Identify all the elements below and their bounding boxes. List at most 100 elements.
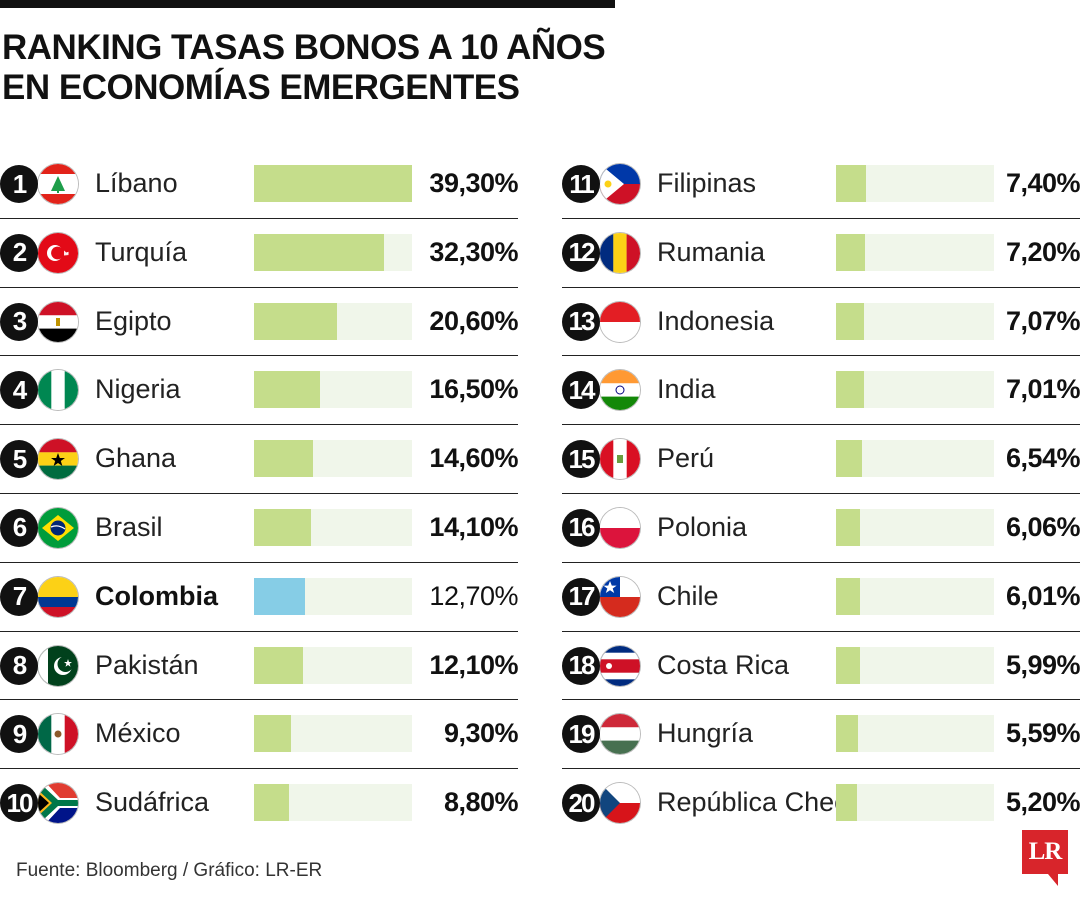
rank-badge: 2 xyxy=(0,233,38,272)
chart-title: RANKING TASAS BONOS A 10 AÑOS EN ECONOMÍ… xyxy=(2,28,606,108)
value-label: 7,20% xyxy=(1005,236,1080,267)
ranking-row: 19 Hungría 5,59% xyxy=(562,700,1080,770)
rank-badge: 5 xyxy=(0,440,38,479)
country-name: Nigeria xyxy=(95,374,181,405)
rank-badge: 12 xyxy=(562,233,600,272)
bar-track xyxy=(836,440,994,478)
rank-badge: 16 xyxy=(562,508,600,547)
country-name: Ghana xyxy=(95,443,177,474)
ranking-row: 11 Filipinas 7,40% xyxy=(562,150,1080,219)
ranking-row: 1 Líbano 39,30% xyxy=(0,150,518,219)
pakistan-flag-icon xyxy=(38,645,78,686)
ranking-row: 20 República Checa 5,20% xyxy=(562,769,1080,837)
bar-track xyxy=(254,233,412,271)
ranking-row: 5 Ghana 14,60% xyxy=(0,425,518,494)
ranking-row: 15 Perú 6,54% xyxy=(562,425,1080,494)
rank-badge: 6 xyxy=(0,508,38,547)
rank-badge: 1 xyxy=(0,165,38,203)
ranking-row: 7 Colombia 12,70% xyxy=(0,563,518,632)
value-label: 7,40% xyxy=(1005,168,1080,198)
chart-title-line-2: EN ECONOMÍAS EMERGENTES xyxy=(2,68,520,107)
ranking-row: 13 Indonesia 7,07% xyxy=(562,288,1080,357)
country-name: Indonesia xyxy=(657,305,775,336)
bar-track xyxy=(254,371,412,409)
bar xyxy=(836,440,863,478)
chart-title-line-1: RANKING TASAS BONOS A 10 AÑOS xyxy=(2,28,606,67)
south-africa-flag-icon xyxy=(38,783,78,824)
country-name: Sudáfrica xyxy=(95,787,210,818)
egypt-flag-icon xyxy=(38,301,78,342)
bar-track xyxy=(836,165,994,202)
value-label: 16,50% xyxy=(429,374,518,405)
bar-track xyxy=(254,577,412,615)
turkey-flag-icon xyxy=(38,232,78,273)
country-name: India xyxy=(657,374,716,405)
bar xyxy=(254,646,303,684)
bar-track xyxy=(836,233,994,271)
country-name: Rumania xyxy=(657,236,766,267)
value-label: 12,70% xyxy=(429,580,518,611)
bar-track xyxy=(836,302,994,340)
lr-logo: LR xyxy=(1022,830,1068,886)
ranking-column-right: 11 Filipinas 7,40% 12 Rumania 7,20% 13 Indonesi… xyxy=(562,150,1080,837)
ranking-row: 12 Rumania 7,20% xyxy=(562,219,1080,288)
philippines-flag-icon xyxy=(600,164,640,204)
bar xyxy=(254,302,337,340)
chile-flag-icon xyxy=(600,576,640,617)
bar-track xyxy=(836,371,994,409)
bar xyxy=(254,784,290,822)
ranking-row: 4 Nigeria 16,50% xyxy=(0,356,518,426)
rank-badge: 17 xyxy=(562,577,600,616)
hungary-flag-icon xyxy=(600,714,640,755)
bar xyxy=(254,715,292,753)
bar-track xyxy=(254,784,412,822)
bar xyxy=(254,233,384,271)
indonesia-flag-icon xyxy=(600,301,640,342)
value-label: 6,54% xyxy=(1005,443,1080,474)
rank-badge: 15 xyxy=(562,440,600,479)
country-name: Colombia xyxy=(95,580,219,611)
bar xyxy=(836,715,859,753)
ranking-column-left: 1 Líbano 39,30% 2 Turquía 32,30% 3 Egipto 20,60%… xyxy=(0,150,519,837)
rank-badge: 11 xyxy=(562,165,600,203)
bar xyxy=(836,233,865,271)
value-label: 14,10% xyxy=(429,511,518,542)
ranking-row: 9 México 9,30% xyxy=(0,700,519,770)
bar xyxy=(836,302,865,340)
rank-badge: 19 xyxy=(562,715,600,754)
bar xyxy=(254,577,306,615)
costa-rica-flag-icon xyxy=(600,645,640,686)
ranking-row: 2 Turquía 32,30% xyxy=(0,219,518,288)
bar xyxy=(836,784,857,822)
ranking-row: 3 Egipto 20,60% xyxy=(0,288,518,357)
bar xyxy=(836,508,861,546)
value-label: 5,20% xyxy=(1005,787,1080,818)
rank-badge: 10 xyxy=(0,784,38,823)
value-label: 12,10% xyxy=(429,649,518,680)
value-label: 7,07% xyxy=(1005,305,1080,336)
bar-track xyxy=(254,302,412,340)
value-label: 5,99% xyxy=(1005,649,1080,680)
bar-track xyxy=(836,784,994,822)
bar xyxy=(254,371,321,409)
ranking-row: 17 Chile 6,01% xyxy=(562,563,1080,632)
bar-track xyxy=(836,577,994,615)
romania-flag-icon xyxy=(600,232,640,273)
value-label: 14,60% xyxy=(429,443,518,474)
country-name: República Checa xyxy=(657,787,863,818)
country-name: Polonia xyxy=(657,511,748,542)
bar-track xyxy=(254,508,412,546)
bar-track xyxy=(254,440,412,478)
bar-track xyxy=(254,715,412,753)
bar-track xyxy=(254,646,412,684)
brazil-flag-icon xyxy=(38,507,78,548)
rank-badge: 7 xyxy=(0,577,38,616)
country-name: Perú xyxy=(657,443,715,474)
country-name: Líbano xyxy=(95,168,178,198)
country-name: Egipto xyxy=(95,305,172,336)
india-flag-icon xyxy=(600,370,640,411)
value-label: 20,60% xyxy=(429,305,518,336)
bar xyxy=(254,440,313,478)
bar-track xyxy=(836,508,994,546)
country-name: Costa Rica xyxy=(657,649,790,680)
